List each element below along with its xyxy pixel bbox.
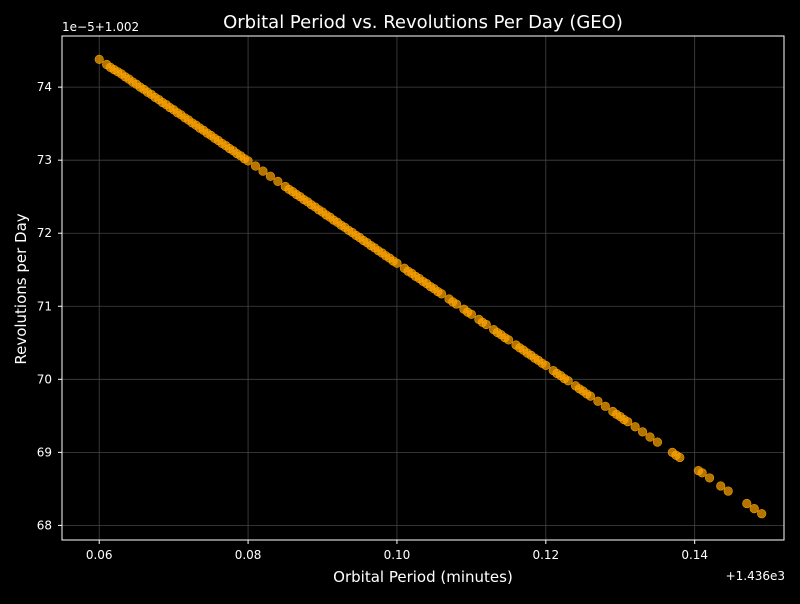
scatter-point — [243, 156, 253, 166]
scatter-point — [94, 54, 104, 64]
scatter-point — [250, 161, 261, 171]
scatter-point — [757, 509, 767, 519]
y-axis-ticks: 68 69 70 71 72 73 74 — [37, 80, 62, 532]
scatter-point — [481, 319, 491, 330]
scatter-point — [637, 427, 648, 437]
y-tick-label: 74 — [37, 80, 52, 94]
y-tick-label: 68 — [37, 518, 52, 532]
scatter-point — [265, 171, 276, 181]
y-tick-label: 71 — [37, 299, 52, 313]
scatter-point — [437, 289, 447, 299]
y-tick-label: 70 — [37, 372, 52, 386]
scatter-point — [503, 335, 514, 345]
scatter-point — [593, 396, 603, 406]
scatter-point — [541, 360, 551, 371]
scatter-point — [273, 176, 283, 186]
scatter-point — [451, 299, 462, 309]
x-tick-label: 0.14 — [681, 548, 708, 562]
scatter-point — [600, 401, 610, 411]
scatter-point — [742, 498, 752, 509]
plot-frame — [61, 35, 785, 541]
scatter-point — [392, 258, 402, 268]
x-tick-label: 0.08 — [235, 548, 262, 562]
scatter-point — [645, 432, 655, 442]
x-axis-ticks: 0.06 0.08 0.10 0.12 0.14 — [86, 540, 708, 562]
scatter-point — [704, 473, 715, 483]
scatter-point — [723, 486, 733, 496]
scatter-point — [675, 452, 685, 463]
x-tick-label: 0.12 — [532, 548, 559, 562]
x-offset-label: +1.436e3 — [726, 569, 785, 583]
y-tick-label: 73 — [37, 153, 52, 167]
data-points — [94, 54, 767, 519]
scatter-point — [466, 309, 476, 319]
x-tick-label: 0.10 — [384, 548, 411, 562]
scatter-point — [630, 422, 640, 432]
y-offset-label: 1e−5+1.002 — [62, 20, 139, 34]
x-axis-label: Orbital Period (minutes) — [333, 568, 513, 586]
scatter-point — [749, 503, 759, 514]
y-tick-label: 72 — [37, 226, 52, 240]
scatter-point — [585, 391, 596, 401]
y-axis-label: Revolutions per Day — [12, 213, 30, 364]
x-tick-label: 0.06 — [86, 548, 113, 562]
scatter-point — [258, 166, 268, 176]
scatter-point — [563, 376, 573, 386]
y-tick-label: 69 — [37, 445, 52, 459]
scatter-point — [652, 437, 663, 447]
scatter-point — [716, 481, 726, 491]
chart-title: Orbital Period vs. Revolutions Per Day (… — [223, 12, 623, 33]
grid-lines — [62, 36, 784, 540]
scatter-point — [623, 417, 633, 427]
scatter-point — [697, 468, 707, 478]
